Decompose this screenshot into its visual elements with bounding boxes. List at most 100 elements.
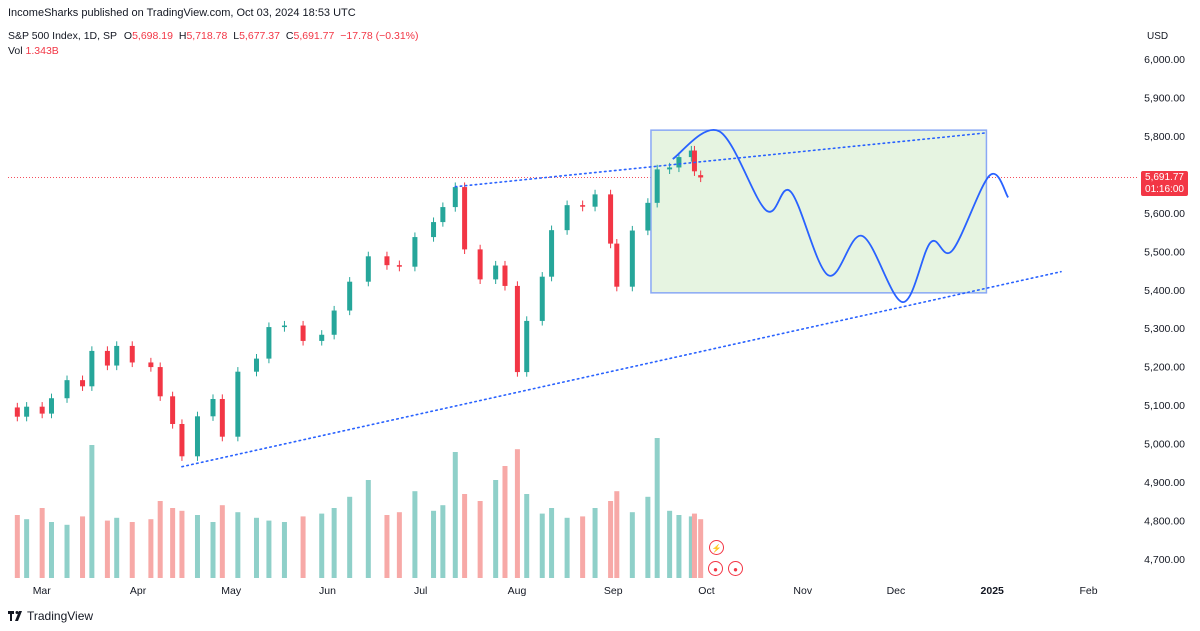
candle-body <box>48 398 54 414</box>
candle-body <box>281 325 287 328</box>
volume-bar <box>104 520 110 578</box>
volume-value: 1.343B <box>25 45 59 57</box>
candle-body <box>608 194 614 244</box>
time-tick-label: 2025 <box>981 585 1005 597</box>
candle-body <box>210 399 216 417</box>
volume-bar <box>539 513 545 578</box>
price-tick-label: 6,000.00 <box>1144 54 1185 66</box>
time-tick-label: Oct <box>698 585 714 597</box>
time-tick-label: Jul <box>414 585 427 597</box>
high-key: H <box>178 30 187 42</box>
volume-bar <box>614 491 620 578</box>
volume-bar <box>281 522 287 578</box>
low-value: 5,677.37 <box>239 30 280 42</box>
candle-body <box>319 334 325 341</box>
candle-body <box>266 327 272 359</box>
price-tick-label: 5,000.00 <box>1144 439 1185 451</box>
legend: S&P 500 Index, 1D, SP O5,698.19 H5,718.7… <box>8 29 422 59</box>
candle-body <box>194 416 200 457</box>
candle-body <box>396 265 402 267</box>
volume-bar <box>396 512 402 578</box>
event-icon-lightning[interactable]: ⚡ <box>709 540 724 555</box>
price-tick-label: 4,700.00 <box>1144 554 1185 566</box>
change-value: −17.78 (−0.31%) <box>340 30 419 42</box>
candle-body <box>629 230 635 287</box>
projection-box <box>650 129 988 294</box>
candle-body <box>235 371 241 437</box>
candle-body <box>39 406 45 414</box>
volume-bar <box>89 445 95 578</box>
volume-bar <box>629 512 635 578</box>
currency-label[interactable]: USD <box>1147 31 1169 42</box>
candle-body <box>539 276 545 321</box>
volume-bar <box>331 508 337 578</box>
price-tick-label: 5,500.00 <box>1144 246 1185 258</box>
candle-body <box>462 187 468 250</box>
candle-body <box>514 285 520 373</box>
volume-bar <box>64 524 70 578</box>
time-tick-label: Jun <box>319 585 336 597</box>
volume-bar <box>667 510 673 578</box>
event-icon-flag-1[interactable]: ● <box>708 561 723 576</box>
volume-bar <box>347 496 353 578</box>
volume-bar <box>179 510 185 578</box>
time-tick-label: Sep <box>604 585 623 597</box>
candle-body <box>592 194 598 207</box>
price-tick-label: 5,200.00 <box>1144 362 1185 374</box>
price-tick-label: 5,100.00 <box>1144 400 1185 412</box>
volume-line: Vol 1.343B <box>8 44 422 59</box>
tradingview-logo-icon <box>8 611 22 621</box>
candle-body <box>524 320 530 373</box>
event-icon-flag-2[interactable]: ● <box>728 561 743 576</box>
volume-bar <box>564 517 570 578</box>
volume-bar <box>502 466 508 578</box>
candle-body <box>580 205 586 207</box>
price-tick-label: 5,300.00 <box>1144 323 1185 335</box>
volume-bar <box>210 522 216 578</box>
candle-body <box>14 407 20 417</box>
volume-bar <box>524 494 530 578</box>
candle-body <box>614 243 620 287</box>
volume-bar <box>365 480 371 578</box>
candle-body <box>300 325 306 341</box>
candle-body <box>549 230 555 277</box>
volume-bar <box>148 519 154 578</box>
candle-body <box>477 249 483 280</box>
candle-body <box>365 256 371 282</box>
brand-name: TradingView <box>27 609 94 623</box>
close-value: 5,691.77 <box>293 30 335 42</box>
symbol-label[interactable]: S&P 500 Index, 1D, SP <box>8 30 117 42</box>
price-tick-label: 5,600.00 <box>1144 208 1185 220</box>
time-tick-label: Aug <box>508 585 527 597</box>
open-key: O <box>123 30 133 42</box>
volume-bar <box>676 515 682 578</box>
price-tick-label: 4,800.00 <box>1144 516 1185 528</box>
candle-body <box>331 310 337 335</box>
candle-body <box>493 265 499 280</box>
volume-bar <box>219 505 225 578</box>
candle-body <box>347 281 353 311</box>
candle-body <box>80 380 86 387</box>
volume-bar <box>48 522 54 578</box>
time-tick-label: Dec <box>887 585 906 597</box>
candle-body <box>219 399 225 437</box>
volume-bar <box>645 496 651 578</box>
volume-bar <box>253 517 259 578</box>
volume-bar <box>691 513 697 578</box>
candle-body <box>676 157 682 168</box>
published-caption: IncomeSharks published on TradingView.co… <box>8 7 356 19</box>
candle-body <box>564 205 570 231</box>
open-value: 5,698.19 <box>132 30 173 42</box>
volume-bar <box>266 520 272 578</box>
brand[interactable]: TradingView <box>8 609 93 623</box>
volume-bar <box>129 522 135 578</box>
candle-body <box>24 406 30 417</box>
volume-bar <box>698 519 704 578</box>
volume-bar <box>24 519 30 578</box>
candle-body <box>698 175 704 178</box>
ohlc-line: S&P 500 Index, 1D, SP O5,698.19 H5,718.7… <box>8 29 422 44</box>
last-price-badge: 5,691.77 01:16:00 <box>1141 171 1188 196</box>
candle-body <box>431 222 437 238</box>
volume-bar <box>592 508 598 578</box>
